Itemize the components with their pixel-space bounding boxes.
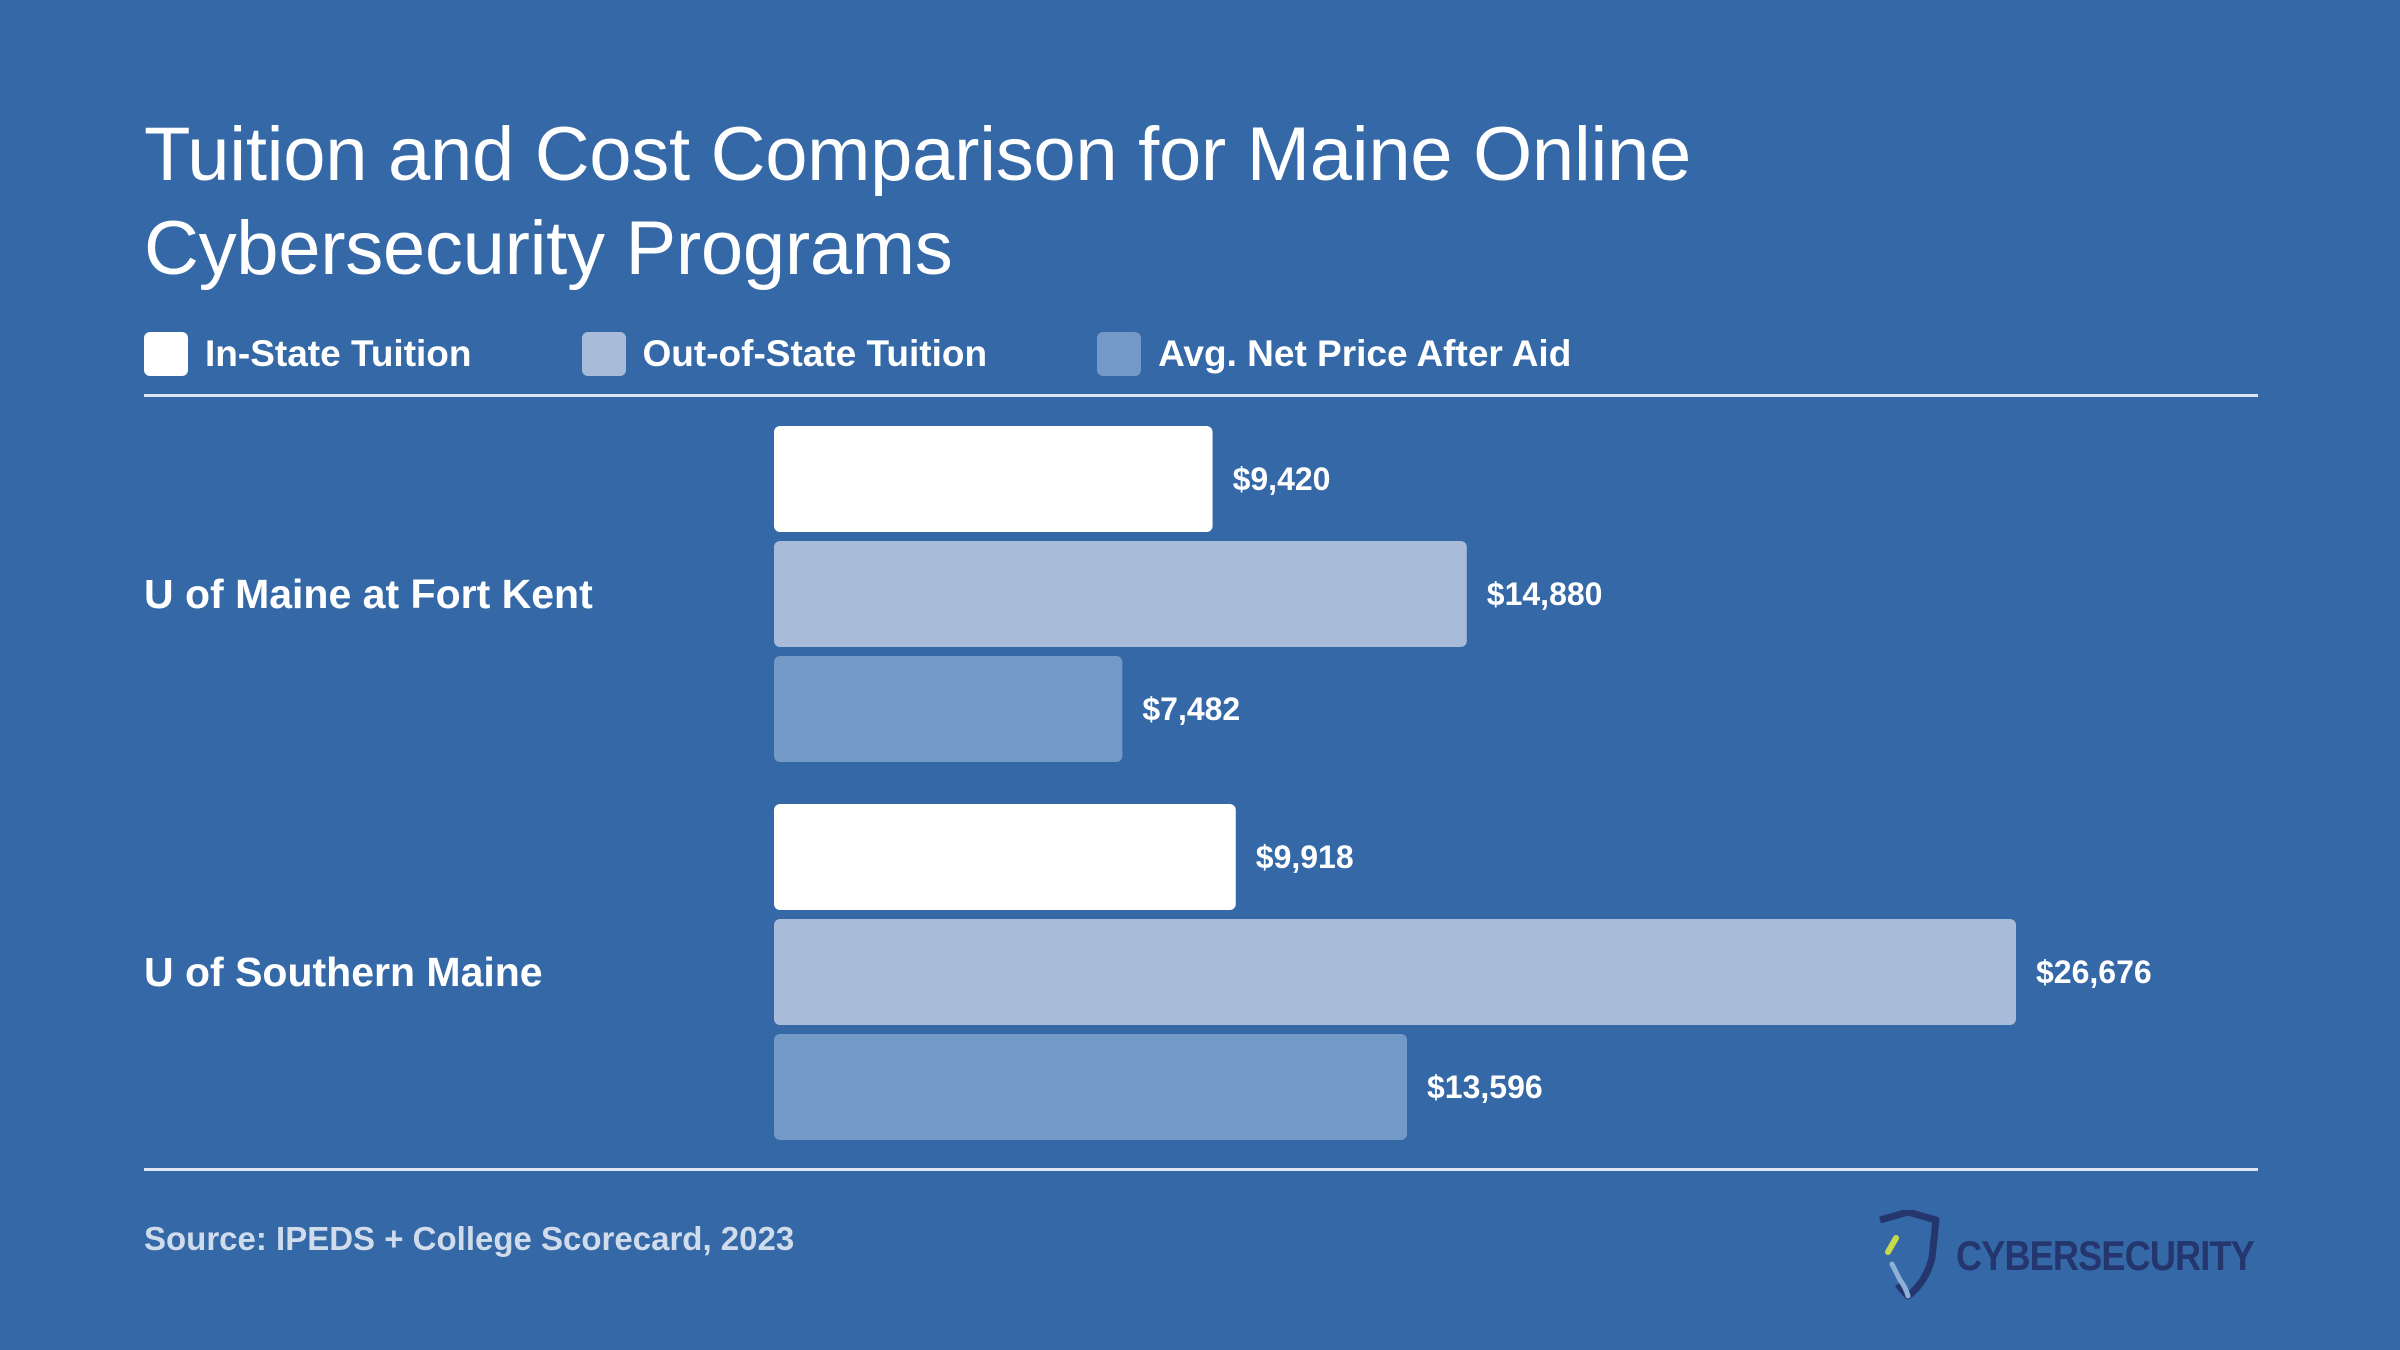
legend-item-in-state: In-State Tuition: [144, 332, 472, 376]
legend-label-out-of-state: Out-of-State Tuition: [642, 333, 988, 374]
legend: In-State Tuition Out-of-State Tuition Av…: [144, 331, 1571, 377]
top-divider: [144, 394, 2258, 397]
shield-icon: [1879, 1210, 1940, 1300]
logo-text: CYBERSECURITY: [1956, 1232, 2255, 1279]
legend-swatch-net-price: [1097, 332, 1142, 376]
legend-swatch-out-of-state: [581, 332, 626, 376]
bar-fort-kent-out-of-state: [774, 541, 1467, 647]
bar-fort-kent-net-price: [774, 656, 1123, 762]
bar-southern-maine-net-price: [774, 1034, 1408, 1140]
bottom-divider: [144, 1168, 2258, 1171]
value-label-southern-maine-in-state: $9,918: [1256, 839, 1354, 875]
legend-label-in-state: In-State Tuition: [205, 333, 472, 374]
cybersecurity-logo: CYBERSECURITY: [1872, 1210, 2302, 1302]
value-label-fort-kent-net-price: $7,482: [1142, 691, 1240, 727]
value-label-fort-kent-in-state: $9,420: [1233, 461, 1331, 497]
bar-fort-kent-in-state: [774, 426, 1213, 532]
value-label-southern-maine-net-price: $13,596: [1427, 1069, 1543, 1105]
legend-label-net-price: Avg. Net Price After Aid: [1158, 333, 1572, 374]
chart-title: Tuition and Cost Comparison for Maine On…: [144, 112, 1691, 291]
value-label-fort-kent-out-of-state: $14,880: [1487, 576, 1603, 612]
legend-item-out-of-state: Out-of-State Tuition: [581, 332, 988, 376]
legend-swatch-in-state: [144, 332, 188, 376]
category-label-southern-maine: U of Southern Maine: [144, 949, 543, 995]
legend-item-net-price: Avg. Net Price After Aid: [1097, 332, 1571, 376]
category-label-fort-kent: U of Maine at Fort Kent: [144, 571, 593, 617]
value-label-southern-maine-out-of-state: $26,676: [2036, 954, 2152, 990]
bar-southern-maine-out-of-state: [774, 919, 2016, 1025]
source-note: Source: IPEDS + College Scorecard, 2023: [144, 1220, 795, 1257]
bar-southern-maine-in-state: [774, 804, 1236, 910]
